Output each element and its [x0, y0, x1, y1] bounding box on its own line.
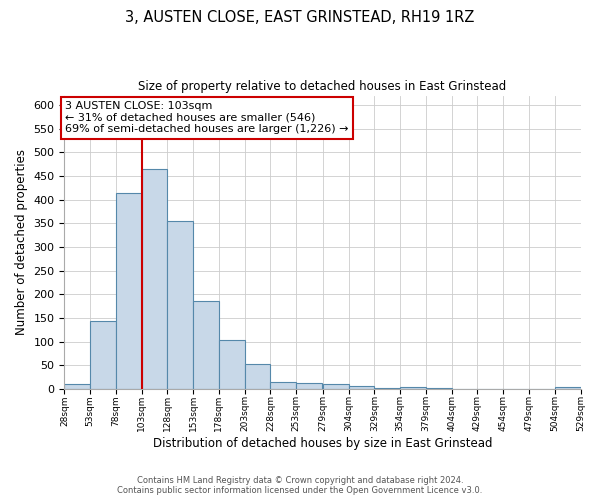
Bar: [555, 388, 581, 389]
Text: 3 AUSTEN CLOSE: 103sqm
← 31% of detached houses are smaller (546)
69% of semi-de: 3 AUSTEN CLOSE: 103sqm ← 31% of detached…: [65, 101, 349, 134]
Bar: [64, 384, 90, 389]
X-axis label: Distribution of detached houses by size in East Grinstead: Distribution of detached houses by size …: [153, 437, 492, 450]
Y-axis label: Number of detached properties: Number of detached properties: [15, 149, 28, 335]
Bar: [193, 302, 219, 389]
Bar: [296, 383, 322, 389]
Bar: [374, 388, 400, 389]
Bar: [219, 340, 245, 389]
Bar: [116, 192, 142, 389]
Text: Contains HM Land Registry data © Crown copyright and database right 2024.
Contai: Contains HM Land Registry data © Crown c…: [118, 476, 482, 495]
Bar: [245, 364, 271, 389]
Bar: [142, 169, 167, 389]
Bar: [323, 384, 349, 389]
Bar: [167, 221, 193, 389]
Bar: [90, 321, 116, 389]
Bar: [271, 382, 296, 389]
Bar: [349, 386, 374, 389]
Text: 3, AUSTEN CLOSE, EAST GRINSTEAD, RH19 1RZ: 3, AUSTEN CLOSE, EAST GRINSTEAD, RH19 1R…: [125, 10, 475, 25]
Title: Size of property relative to detached houses in East Grinstead: Size of property relative to detached ho…: [139, 80, 506, 93]
Bar: [400, 387, 426, 389]
